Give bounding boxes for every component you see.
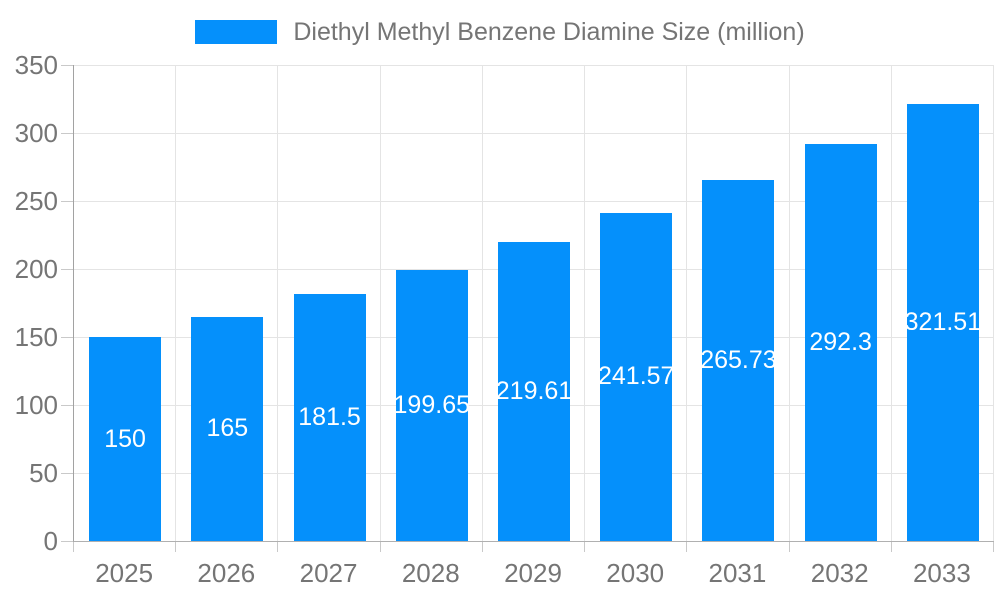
x-axis-tick: [890, 542, 892, 552]
x-axis-tick: [73, 542, 74, 552]
gridline-vertical: [584, 65, 586, 541]
y-axis-tick-label: 50: [29, 458, 58, 488]
x-axis-tick-label: 2033: [912, 558, 971, 588]
y-axis-tick: [61, 65, 73, 66]
x-axis-tick: [686, 542, 688, 552]
y-axis-tick: [61, 473, 73, 474]
x-axis-tick: [788, 542, 790, 552]
legend-swatch: [195, 20, 278, 44]
bar-value-label: 292.3: [809, 327, 872, 356]
gridline-vertical: [686, 65, 688, 541]
y-axis-tick: [61, 337, 73, 338]
bar-2033[interactable]: 321.51: [904, 103, 982, 541]
gridline-vertical: [175, 65, 177, 541]
bar-2028[interactable]: 199.65: [393, 269, 470, 541]
y-axis-tick-label: 350: [14, 50, 58, 80]
y-axis-tick-label: 0: [43, 526, 58, 556]
bar-2025[interactable]: 150: [89, 337, 162, 541]
x-axis-tick: [481, 542, 483, 552]
gridline-vertical: [277, 65, 279, 541]
y-axis-tick-label: 250: [14, 186, 58, 216]
x-axis-tick-label: 2029: [504, 558, 562, 588]
bar-value-label: 241.57: [597, 362, 675, 391]
gridline-vertical: [481, 65, 483, 541]
legend-label: Diethyl Methyl Benzene Diamine Size (mil…: [293, 17, 805, 46]
plot-area: 150 165 181.5 199.65 219.61 241.57 265.73 292.3…: [73, 65, 994, 542]
y-axis-tick-label: 300: [14, 118, 58, 148]
bar-value-label: 219.61: [495, 377, 573, 406]
bar-value-label: 321.51: [904, 307, 982, 336]
gridline-vertical: [788, 65, 790, 541]
bar-value-label: 265.73: [700, 345, 777, 374]
x-axis-tick: [379, 542, 381, 552]
y-axis-tick: [61, 405, 73, 406]
y-axis-tick-label: 200: [14, 254, 58, 284]
gridline-vertical: [890, 65, 892, 541]
x-axis-tick-label: 2026: [197, 558, 256, 588]
x-axis-tick-label: 2028: [401, 558, 460, 588]
x-axis-tick: [993, 542, 994, 552]
y-axis-tick: [61, 201, 73, 202]
gridline-vertical: [379, 65, 381, 541]
gridline-horizontal: [74, 133, 994, 134]
gridline-horizontal: [74, 65, 994, 66]
y-axis-tick-label: 100: [14, 390, 58, 420]
bar-2029[interactable]: 219.61: [495, 242, 573, 541]
y-axis-tick: [61, 133, 73, 134]
bar-2032[interactable]: 292.3: [804, 143, 877, 541]
x-axis-tick-label: 2030: [606, 558, 665, 588]
bar-2031[interactable]: 265.73: [700, 179, 777, 541]
bar-value-label: 181.5: [298, 403, 361, 432]
x-axis-tick: [175, 542, 177, 552]
y-axis-tick: [61, 269, 73, 270]
x-axis-tick-label: 2031: [708, 558, 767, 588]
legend-item[interactable]: Diethyl Methyl Benzene Diamine Size (mil…: [0, 18, 1000, 46]
y-axis-tick-label: 150: [14, 322, 58, 352]
bar-value-label: 199.65: [393, 390, 470, 419]
x-axis-tick-label: 2032: [810, 558, 869, 588]
y-axis-tick: [61, 541, 73, 542]
x-axis-tick-label: 2027: [299, 558, 358, 588]
gridline-vertical: [993, 65, 994, 541]
gridline-horizontal: [74, 201, 994, 202]
bar-value-label: 150: [104, 424, 146, 453]
bar-2026[interactable]: 165: [191, 316, 264, 541]
bar-2030[interactable]: 241.57: [597, 212, 675, 541]
x-axis-tick: [277, 542, 279, 552]
x-axis-tick: [584, 542, 586, 552]
bar-value-label: 165: [206, 414, 249, 443]
bar-2027[interactable]: 181.5: [293, 294, 366, 541]
x-axis-tick-label: 2025: [95, 558, 154, 588]
